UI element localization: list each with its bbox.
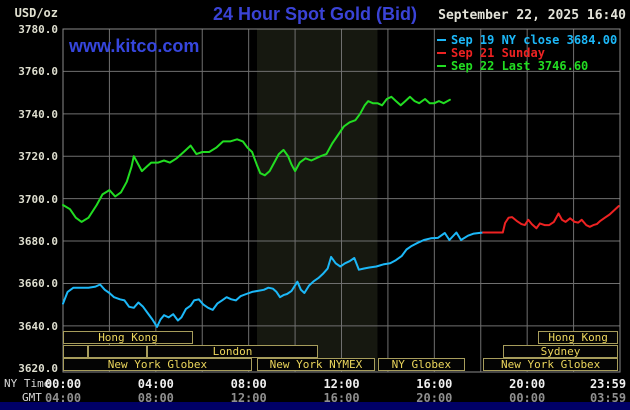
y-tick: 3680.0 <box>18 235 58 249</box>
y-tick: 3740.0 <box>18 107 58 121</box>
session-box-hong-kong: Hong Kong <box>63 331 193 344</box>
legend-item-sep19: Sep 19 NY close 3684.00 <box>437 33 617 47</box>
price-line-0 <box>62 231 485 328</box>
price-line-2 <box>62 95 451 223</box>
nymex-session-band <box>257 29 378 372</box>
chart-legend: Sep 19 NY close 3684.00 Sep 21 Sunday Se… <box>437 33 617 73</box>
session-box-new-york-globex: New York Globex <box>63 358 252 371</box>
x-tick-ny: 20:00 <box>509 377 546 391</box>
chart-datetime: September 22, 2025 16:40 <box>438 8 626 23</box>
session-box-new-york-nymex: New York NYMEX <box>257 358 375 371</box>
plot-frame <box>62 28 621 373</box>
y-tick: 3700.0 <box>18 192 58 206</box>
x-tick-ny: 00:00 <box>44 377 82 391</box>
session-box-hong-kong: Hong Kong <box>538 331 619 344</box>
session-box <box>88 344 147 358</box>
legend-item-sep22: Sep 22 Last 3746.60 <box>437 59 617 73</box>
y-tick: 3780.0 <box>18 23 58 36</box>
x-tick-gmt: 08:00 <box>137 391 174 405</box>
session-box <box>63 344 89 358</box>
y-axis-unit-label: USD/oz <box>14 6 58 20</box>
chart-title: 24 Hour Spot Gold (Bid) <box>213 4 417 24</box>
gmt-row-label: GMT <box>22 391 42 404</box>
x-tick-gmt: 20:00 <box>416 391 453 405</box>
y-tick: 3760.0 <box>18 65 58 79</box>
y-tick: 3640.0 <box>18 319 58 333</box>
y-tick: 3620.0 <box>18 362 58 376</box>
x-tick-gmt: 04:00 <box>44 391 82 405</box>
x-tick-ny: 08:00 <box>230 377 267 391</box>
x-tick-gmt: 00:00 <box>509 391 546 405</box>
ny-time-row-label: NY Time <box>4 377 51 390</box>
x-tick-ny: 16:00 <box>416 377 453 391</box>
legend-item-sep21: Sep 21 Sunday <box>437 46 617 60</box>
y-tick: 3660.0 <box>18 277 58 291</box>
kitco-watermark: www.kitco.com <box>69 36 200 56</box>
session-box-london: London <box>147 344 318 358</box>
x-tick-gmt: 16:00 <box>323 391 360 405</box>
session-box-sydney: Sydney <box>503 344 619 358</box>
x-tick-gmt: 12:00 <box>230 391 267 405</box>
legend-dash-icon <box>437 38 446 41</box>
legend-dash-icon <box>437 64 446 67</box>
x-tick-gmt: 03:59 <box>589 391 627 405</box>
session-box-new-york-globex: New York Globex <box>483 358 619 371</box>
x-tick-ny: 04:00 <box>137 377 174 391</box>
x-tick-ny: 23:59 <box>589 377 627 391</box>
legend-dash-icon <box>437 51 446 54</box>
bottom-blue-strip <box>0 402 630 410</box>
price-line-1 <box>482 205 620 234</box>
x-tick-ny: 12:00 <box>323 377 360 391</box>
y-tick: 3720.0 <box>18 150 58 164</box>
session-box-ny-globex: NY Globex <box>377 358 465 371</box>
